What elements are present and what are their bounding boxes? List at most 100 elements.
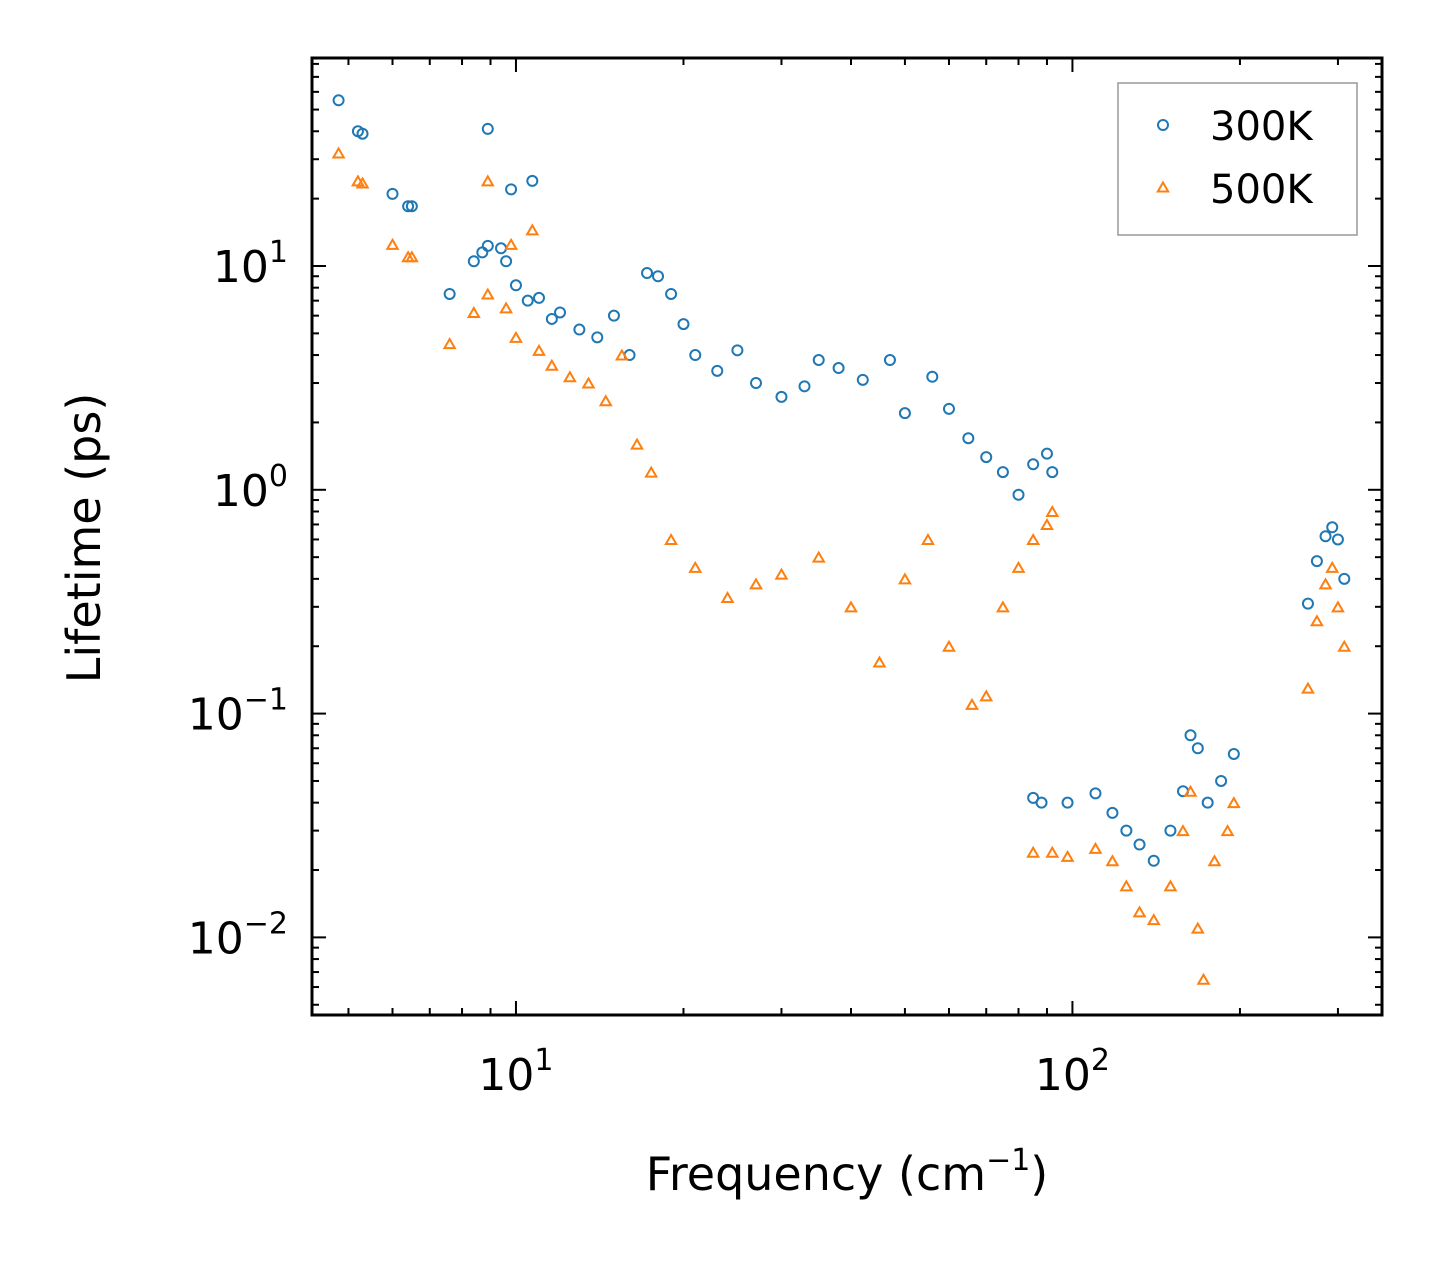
y-tick-label: 101 [213,235,288,293]
data-point [385,237,400,250]
data-point [1227,747,1240,760]
data-point [1105,854,1120,867]
data-point [926,370,939,383]
data-point [1325,560,1340,573]
y-tick-label: 10−1 [188,683,288,741]
data-point [1310,555,1323,568]
data-point [644,465,659,478]
data-point [521,294,534,307]
data-point [1040,447,1053,460]
legend-marker-500k [1156,180,1170,193]
data-point [942,402,955,415]
data-point [665,287,678,300]
y-tick-label: 100 [213,459,288,517]
data-point [443,287,456,300]
data-point [1301,597,1314,610]
data-point [811,550,826,563]
data-point [689,349,702,362]
data-point [731,344,744,357]
data-point [504,237,519,250]
legend-label-500k: 500K [1210,167,1314,213]
data-point [356,127,369,140]
data-point [1176,824,1190,837]
data-point [607,309,620,322]
data-point [386,187,399,200]
legend-box [1117,82,1358,236]
data-point [526,174,539,187]
data-point [641,267,654,280]
data-point [1326,521,1339,534]
series-500k [331,146,1352,985]
data-point [509,330,523,343]
data-point [499,301,514,314]
data-point [614,348,629,361]
data-point [688,560,703,573]
x-tick-label: 102 [1035,1043,1110,1101]
data-point [677,318,690,331]
data-point [995,600,1010,613]
data-point [749,577,763,590]
data-point [1012,488,1025,501]
data-point [664,532,679,545]
data-point [1331,600,1345,613]
data-point [467,255,480,268]
data-point [404,250,419,263]
data-point [591,331,604,344]
plot-frame [310,56,1384,1017]
data-point [832,362,845,375]
data-point [1220,824,1235,837]
data-point [1132,905,1147,918]
data-point [573,323,586,336]
data-point [720,591,735,604]
data-point [652,270,665,283]
data-point [775,390,788,403]
data-point [883,354,896,367]
data-point [1331,533,1344,546]
tick-labels: 101 102 101 100 10−1 10−2 [188,235,1110,1101]
data-point [1119,879,1134,892]
legend-marker-300k [1157,119,1169,131]
data-point [1226,796,1241,809]
data-points [331,94,1352,985]
data-point [545,312,558,325]
data-point [1011,560,1026,573]
data-point [1026,845,1041,858]
x-tick-label: 101 [478,1043,553,1101]
data-point [554,306,567,319]
data-point [355,176,370,189]
data-point [1133,838,1146,851]
data-point [898,407,911,420]
data-point [1046,466,1059,479]
data-point [402,200,415,213]
data-point [897,572,912,585]
data-point [480,287,495,300]
series-300k [332,94,1351,867]
data-point [1338,572,1351,585]
data-point [442,337,457,350]
data-point [481,239,494,252]
data-point [1196,972,1211,985]
data-point [1147,854,1160,867]
data-point [996,466,1009,479]
data-point [1207,854,1222,867]
data-point [856,373,869,386]
data-point [711,364,724,377]
data-point [466,305,481,318]
data-point [921,532,935,545]
data-point [1319,530,1332,543]
data-point [630,437,644,450]
data-point [1184,729,1197,742]
data-point [562,370,577,383]
data-point [1337,639,1352,652]
data-point [1215,774,1228,787]
data-point [1106,806,1119,819]
data-point [979,689,994,702]
data-point [962,432,975,445]
data-point [1201,796,1214,809]
data-point [500,255,513,268]
y-axis-label: Lifetime (ps) [57,393,111,684]
legend: 300K 500K [1117,82,1358,236]
data-point [1183,784,1198,797]
data-point [1301,681,1315,694]
